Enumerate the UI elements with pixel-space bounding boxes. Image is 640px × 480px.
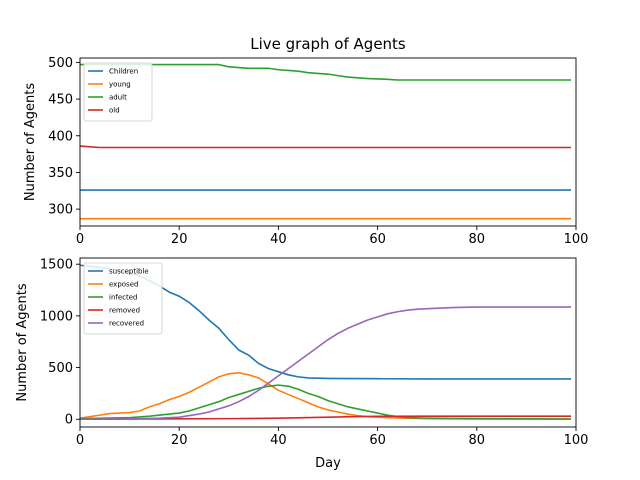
p1-series-line-adult	[80, 63, 572, 81]
p1-y-tick-label: 350	[48, 166, 73, 181]
p2-y-tick-label: 0	[65, 413, 73, 428]
p1-y-tick-label: 450	[48, 93, 73, 108]
p1-x-tick-label: 40	[270, 232, 287, 247]
p2-y-tick-label: 1000	[40, 309, 73, 324]
p1-legend-label-adult: adult	[109, 94, 127, 102]
p2-series-line-recovered	[79, 306, 572, 421]
p2-x-tick-label: 40	[270, 433, 287, 448]
p1-y-tick-label: 400	[48, 129, 73, 144]
p2-x-tick-label: 60	[369, 433, 386, 448]
p2-series-line-infected	[79, 384, 572, 420]
p2-axes-frame	[79, 257, 577, 428]
p1-legend-label-young: young	[109, 81, 131, 89]
p2-legend-label-exposed: exposed	[109, 281, 138, 289]
p2-x-tick-label: 0	[76, 433, 84, 448]
p1-y-axis-label: Number of Agents	[23, 83, 38, 201]
p1-y-tick-label: 300	[48, 203, 73, 218]
p2-x-tick-label: 100	[564, 433, 589, 448]
p1-x-tick-label: 20	[171, 232, 188, 247]
p2-y-tick-label: 1500	[40, 258, 73, 273]
p2-legend-box	[83, 262, 163, 335]
p1-x-tick-label: 100	[564, 232, 589, 247]
p2-legend-label-recovered: recovered	[109, 320, 144, 328]
p1-x-tick-label: 80	[469, 232, 486, 247]
p2-legend-label-removed: removed	[109, 307, 140, 315]
p1-series-line-old	[79, 145, 572, 149]
p2-x-tick-label: 80	[469, 433, 486, 448]
p2-x-tick-label: 20	[171, 433, 188, 448]
p1-x-tick-label: 0	[76, 232, 84, 247]
p1-legend-label-children: Children	[109, 68, 138, 76]
p1-chart-title: Live graph of Agents	[250, 35, 406, 53]
p2-legend-label-susceptible: susceptible	[109, 268, 149, 276]
p2-legend-label-infected: infected	[109, 294, 138, 302]
p1-legend-box	[83, 62, 153, 122]
p1-axes-frame	[79, 57, 577, 227]
p1-y-tick-label: 500	[48, 56, 73, 71]
p2-x-axis-label: Day	[315, 456, 341, 471]
p2-series-line-removed	[79, 415, 572, 421]
p2-y-axis-label: Number of Agents	[15, 283, 30, 401]
p2-y-tick-label: 500	[48, 361, 73, 376]
p1-legend-label-old: old	[109, 107, 120, 115]
p1-x-tick-label: 60	[369, 232, 386, 247]
